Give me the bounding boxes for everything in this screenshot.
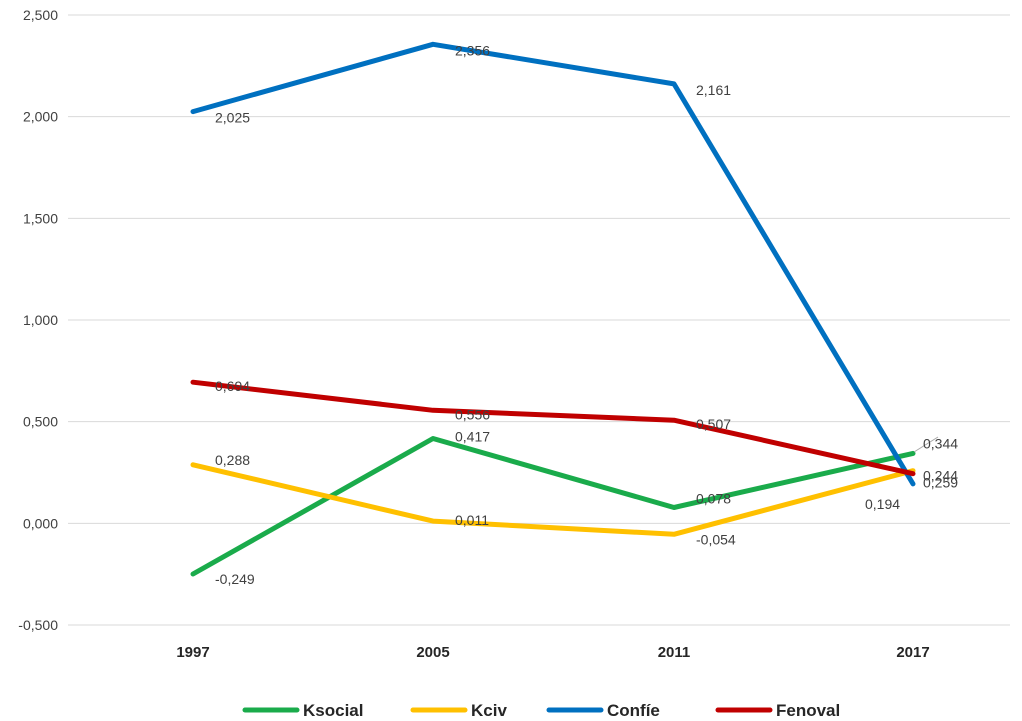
data-label: 2,161 [696,82,731,98]
x-axis-tick-labels: 1997 2005 2011 2017 [176,644,929,661]
x-tick-label: 2005 [416,644,449,661]
data-label: -0,249 [215,571,255,587]
label-leader-line [913,436,939,453]
data-label: 0,011 [455,512,489,528]
data-label: -0,054 [696,531,736,547]
legend-label: Kciv [471,701,507,720]
y-tick-label: 0,000 [23,515,58,531]
y-tick-label: 1,000 [23,312,58,328]
data-label: 2,025 [215,110,250,126]
legend-label: Confíe [607,701,660,720]
legend: Ksocial Kciv Confíe Fenoval [242,701,840,720]
data-label: 0,288 [215,452,250,468]
data-label: 0,078 [696,490,731,506]
y-tick-label: 0,500 [23,414,58,430]
x-tick-label: 1997 [176,644,209,661]
legend-label: Fenoval [776,701,840,720]
series-line-kciv [190,462,916,537]
data-label: 0,694 [215,378,250,394]
series-line-ksocial [190,436,916,577]
x-tick-label: 2011 [658,644,691,661]
legend-label: Ksocial [303,701,363,720]
series-line-conf-e [190,41,916,487]
data-label: 0,417 [455,429,490,445]
y-axis-tick-labels: -0,500 0,000 0,500 1,000 1,500 2,000 2,500 [18,7,58,633]
y-tick-label: 2,500 [23,7,58,23]
data-label: 2,356 [455,42,490,58]
data-label: 0,259 [923,475,958,491]
gridlines [68,14,1010,626]
data-labels: -0,249 0,417 0,078 0,344 0,288 0,011 -0,054 0,2… [215,42,958,587]
y-tick-label: -0,500 [18,617,58,633]
y-tick-label: 1,500 [23,210,58,226]
x-tick-label: 2017 [896,644,929,661]
data-label: 0,507 [696,416,731,432]
data-label: 0,344 [923,435,958,451]
data-label: 0,556 [455,406,490,422]
data-label: 0,194 [865,496,900,512]
series-line-fenoval [190,379,916,477]
y-tick-label: 2,000 [23,109,58,125]
series-lines [190,41,916,577]
data-label: 0,244 [923,468,958,484]
